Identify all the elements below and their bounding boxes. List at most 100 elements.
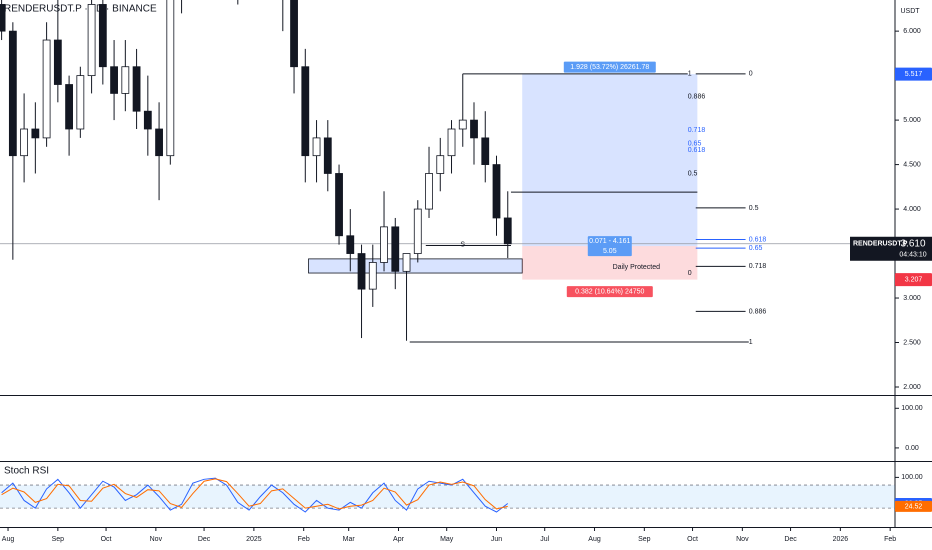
currency: USDT xyxy=(900,8,920,15)
target-label: 1.928 (53.72%) 26261.78 xyxy=(570,64,649,71)
candle-body xyxy=(346,235,355,254)
candle-body xyxy=(110,66,118,94)
x-tick-label: Nov xyxy=(150,536,163,543)
candle-body xyxy=(65,84,73,130)
fib-label: 0.886 xyxy=(749,308,767,315)
x-tick-label: 2025 xyxy=(246,536,262,543)
fib-label: 1 xyxy=(688,71,692,78)
candle-body xyxy=(155,128,163,157)
candle-body xyxy=(492,164,501,219)
countdown: 04:43:10 xyxy=(899,252,926,259)
x-tick-label: Oct xyxy=(101,536,112,543)
annotation: Daily Protected xyxy=(613,264,661,271)
symbol-label: RENDERUSDT.P xyxy=(853,241,908,248)
x-tick-label: Feb xyxy=(884,536,896,543)
candle-body xyxy=(436,155,445,174)
candle-body xyxy=(380,226,388,263)
fib-label: 0 xyxy=(749,71,753,78)
candle-body xyxy=(143,110,152,130)
y-tick-label: 4.500 xyxy=(903,161,921,168)
x-tick-label: Sep xyxy=(638,536,651,543)
band-fill xyxy=(0,485,895,509)
target-price-bg xyxy=(895,67,932,81)
y-tick-label: 6.000 xyxy=(903,28,921,35)
entry-label-bg xyxy=(587,236,632,257)
fib-label: 0.718 xyxy=(749,263,767,270)
y-tick-label: 0.00 xyxy=(905,445,919,452)
stop-label: 0.382 (10.64%) 24750 xyxy=(575,288,644,295)
candle-body xyxy=(53,39,62,85)
main-pane: 10.8860.7180.650.6180.5000.50.6180.650.7… xyxy=(0,0,895,346)
fib-label: 0.5 xyxy=(749,205,759,212)
x-tick-label: Dec xyxy=(198,536,211,543)
y-tick-label: 2.500 xyxy=(903,339,921,346)
zone xyxy=(308,258,523,274)
target-label-bg xyxy=(563,61,656,73)
fib-label: 0.65 xyxy=(749,245,763,252)
x-tick-label: Dec xyxy=(784,536,797,543)
candle-body xyxy=(470,119,478,139)
x-tick-label: May xyxy=(440,536,454,543)
last-price: 3.610 xyxy=(900,238,925,249)
stop-price-bg xyxy=(895,273,932,287)
fib-label: 0.618 xyxy=(749,236,767,243)
fib-label: 0 xyxy=(688,270,692,277)
stoch-last-bg xyxy=(895,500,932,512)
candle-body xyxy=(42,39,51,139)
x-tick-label: Sep xyxy=(52,536,65,543)
candle-body xyxy=(76,75,85,130)
candle-body xyxy=(0,4,6,32)
annotation: S xyxy=(460,241,465,248)
fib-label: 0.618 xyxy=(688,147,706,154)
y-tick-label: 100.00 xyxy=(901,405,923,412)
y-tick-label: 5.000 xyxy=(903,117,921,124)
y-tick-label: 100.00 xyxy=(901,474,923,481)
target-price: 5.517 xyxy=(905,71,923,78)
last-price-bg xyxy=(850,236,932,261)
overlay: 1.928 (53.72%) 26261.78 0.071 - 4.161 5.05… xyxy=(563,61,932,512)
stoch-line xyxy=(1,478,508,510)
fib-label: 1 xyxy=(749,339,753,346)
candle-body xyxy=(31,128,40,139)
candle-body xyxy=(413,208,422,254)
x-tick-label: Jul xyxy=(540,536,549,543)
y-tick-label: 4.000 xyxy=(903,206,921,213)
candle-body xyxy=(301,66,310,157)
x-tick-label: Mar xyxy=(343,536,356,543)
candle-body xyxy=(20,128,29,157)
stop-label-bg xyxy=(566,286,653,298)
stop-price: 3.207 xyxy=(905,276,923,283)
candle-body xyxy=(98,4,107,68)
x-tick-label: Jun xyxy=(491,536,502,543)
y-tick-label: 3.000 xyxy=(903,295,921,302)
candle-body xyxy=(481,137,490,165)
x-tick-label: 2026 xyxy=(833,536,849,543)
candle-body xyxy=(357,253,366,290)
candle-body xyxy=(503,217,512,245)
candle-body xyxy=(8,30,17,157)
entry-label-2: 5.05 xyxy=(603,248,617,255)
candle-body xyxy=(425,173,433,210)
candle-body xyxy=(335,173,343,237)
candle-body xyxy=(166,0,175,157)
y-tick-label: 2.000 xyxy=(903,384,921,391)
target-box xyxy=(522,74,698,247)
candle-body xyxy=(121,66,130,94)
fib-label: 0.718 xyxy=(688,127,706,134)
chart-title: RENDERUSDT.P · 1D · BINANCE xyxy=(4,4,157,15)
candle-body xyxy=(368,262,377,290)
x-tick-label: Aug xyxy=(588,536,601,543)
stoch-last: 24.52 xyxy=(905,503,923,510)
stoch-pane xyxy=(0,477,895,513)
x-tick-label: Oct xyxy=(687,536,698,543)
candle-body xyxy=(391,226,400,272)
indicator-title: Stoch RSI xyxy=(4,466,49,477)
x-tick-label: Aug xyxy=(2,536,15,543)
candle-body xyxy=(132,66,141,112)
candle-body xyxy=(323,137,332,174)
candle-body xyxy=(402,253,411,272)
candle-body xyxy=(447,128,456,157)
candle-body xyxy=(312,137,321,157)
